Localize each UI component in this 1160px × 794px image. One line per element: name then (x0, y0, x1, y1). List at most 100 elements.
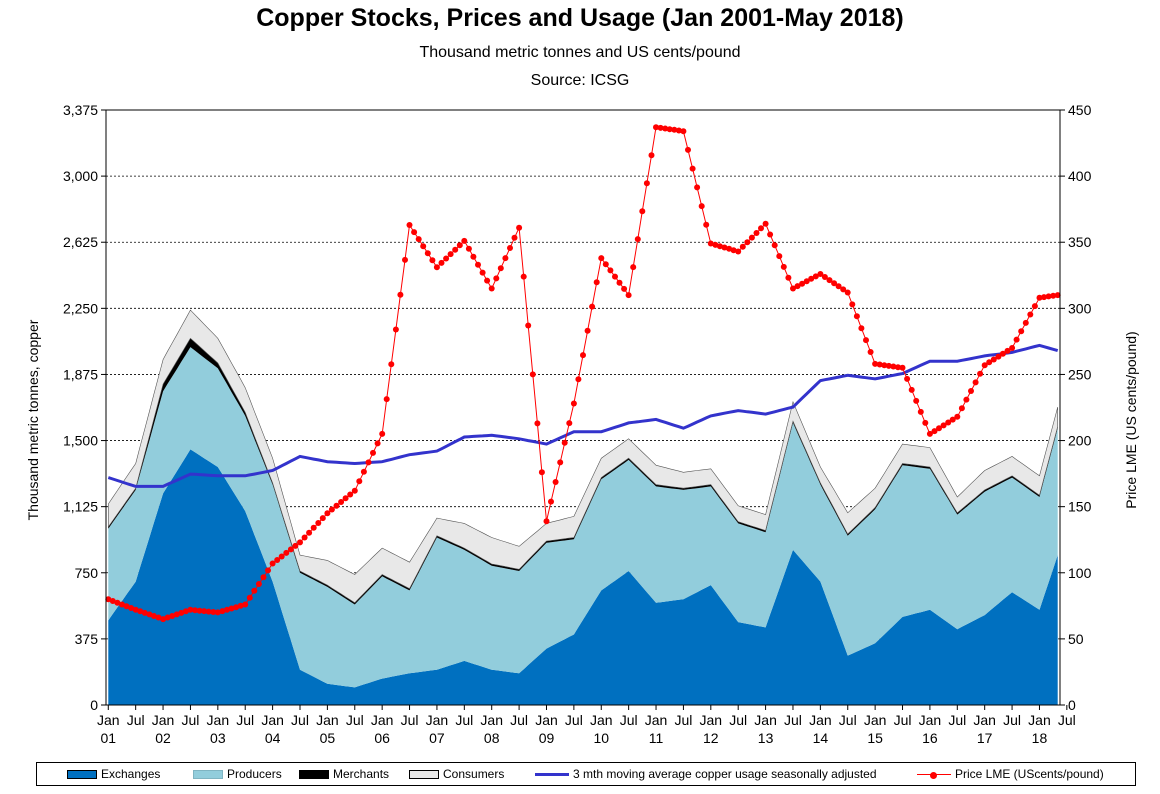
x-tick-label-year: 10 (593, 730, 609, 746)
price-point (790, 285, 796, 292)
price-point (328, 506, 335, 513)
stacked-areas (108, 309, 1058, 705)
price-point (981, 362, 988, 369)
price-point (443, 255, 450, 262)
price-point (945, 419, 952, 426)
price-point (392, 326, 399, 333)
price-point (233, 604, 240, 611)
price-point (949, 416, 956, 423)
legend-item-producers: Producers (193, 763, 282, 785)
price-point (109, 598, 116, 604)
price-point (758, 225, 764, 232)
area-producers (108, 347, 1058, 688)
price-point (1031, 303, 1038, 310)
x-tick-label-year: 12 (703, 730, 719, 746)
price-point (114, 599, 121, 606)
chart-title: Copper Stocks, Prices and Usage (Jan 200… (256, 4, 904, 32)
y2-tick-label: 400 (1068, 168, 1092, 184)
price-point (771, 242, 778, 249)
price-point (557, 459, 564, 466)
legend-swatch-consumers (409, 770, 439, 780)
y2-tick-label: 250 (1068, 366, 1092, 382)
price-point (867, 349, 874, 355)
x-tick-label-month: Jul (674, 712, 692, 728)
plot-frame (105, 109, 1061, 706)
price-point (821, 274, 828, 280)
x-tick-label-month: Jul (894, 712, 912, 728)
x-tick-label-month: Jan (1028, 712, 1051, 728)
price-point (406, 222, 413, 228)
x-tick-label-month: Jan (864, 712, 887, 728)
x-tick-label-month: Jul (127, 712, 145, 728)
price-point (137, 608, 144, 615)
x-tick-label-year: 02 (155, 730, 171, 746)
price-point (812, 273, 819, 280)
price-point (502, 255, 509, 262)
price-point (876, 361, 883, 368)
legend-item-merchants: Merchants (299, 763, 389, 785)
price-point (205, 608, 212, 615)
price-point (461, 237, 468, 244)
legend-label-consumers: Consumers (443, 767, 505, 781)
chart-canvas: 0 375 750 1,125 1,500 1,875 2,250 2,625 3,000 3,3… (25, 102, 1139, 746)
price-point (383, 396, 390, 403)
price-point (370, 449, 376, 456)
x-tick-label-year: 17 (977, 730, 993, 746)
price-point (990, 356, 997, 363)
x-tick-label-year: 01 (100, 730, 116, 746)
price-point (762, 220, 769, 227)
x-tick-label-year: 14 (813, 730, 829, 746)
price-point (511, 234, 518, 241)
x-tick-label-month: Jan (152, 712, 175, 728)
price-point (753, 230, 760, 236)
x-tick-label-month: Jul (565, 712, 583, 728)
price-point (931, 428, 938, 435)
price-point (433, 264, 440, 271)
price-point (940, 422, 947, 429)
price-point (525, 322, 532, 329)
price-point (730, 247, 737, 254)
price-point (228, 605, 235, 612)
price-point (999, 350, 1006, 357)
price-point (936, 425, 942, 432)
y-tick-label: 1,875 (63, 366, 98, 382)
price-point (411, 229, 418, 236)
axes (101, 109, 1068, 710)
price-point (1054, 292, 1061, 299)
price-point (881, 362, 888, 369)
price-point (516, 224, 523, 231)
price-point (484, 277, 491, 284)
price-point (580, 352, 586, 359)
price-point (493, 275, 500, 282)
price-point (593, 279, 600, 286)
price-point (150, 613, 157, 619)
price-point (1045, 293, 1052, 300)
y2-tick-label: 300 (1068, 300, 1092, 316)
x-tick-label-month: Jan (973, 712, 996, 728)
y2-tick-label: 0 (1068, 697, 1076, 713)
x-tick-label-month: Jul (181, 712, 199, 728)
price-point (155, 614, 162, 621)
price-point (685, 146, 691, 153)
price-point (899, 364, 906, 371)
price-point (890, 363, 897, 370)
price-point (224, 606, 230, 613)
x-tick-label-year: 08 (484, 730, 500, 746)
price-point (297, 539, 303, 546)
price-point (360, 468, 367, 475)
x-tick-label-year: 16 (922, 730, 938, 746)
price-point (420, 243, 427, 250)
price-point (744, 239, 751, 246)
price-point (721, 244, 728, 251)
y-tick-label: 1,500 (63, 433, 98, 449)
price-point (164, 614, 171, 621)
price-point (141, 609, 148, 616)
x-tick-label-year: 09 (539, 730, 555, 746)
price-point (1022, 319, 1029, 326)
price-point (908, 386, 915, 393)
x-tick-label-month: Jul (1003, 712, 1021, 728)
legend-line-price (917, 772, 951, 780)
price-point (977, 370, 984, 377)
price-point (602, 261, 609, 268)
y-tick-label: 1,125 (63, 499, 98, 515)
